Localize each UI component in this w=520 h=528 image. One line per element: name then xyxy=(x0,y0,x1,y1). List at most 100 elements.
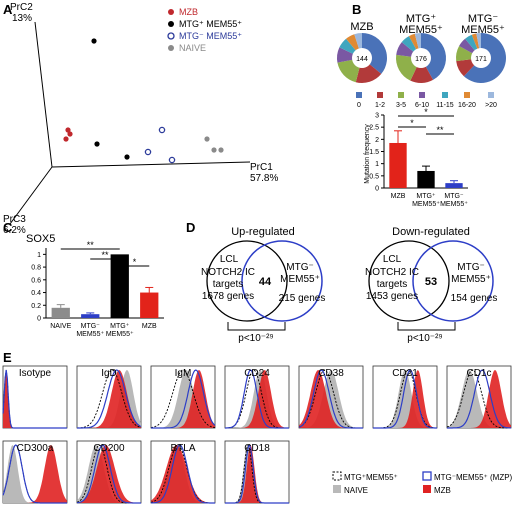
pie-count: 171 xyxy=(475,56,487,63)
point-naive xyxy=(218,147,224,153)
pca-points xyxy=(63,38,224,164)
sig-marker: * xyxy=(424,107,428,117)
pc3-pct: 6.2% xyxy=(3,225,26,236)
y-tick-label: 0 xyxy=(37,316,41,323)
histogram-mtg-pos xyxy=(77,369,142,429)
histogram-mtg-neg xyxy=(225,443,289,504)
histogram-igm: IgM xyxy=(150,365,216,429)
venn-pvalue: p<10⁻²⁹ xyxy=(407,333,442,344)
legend-marker-mtg-pos xyxy=(168,21,174,27)
panel-label-e: E xyxy=(3,350,12,365)
histogram-title: CD38 xyxy=(318,368,344,379)
venn-down-title: Down-regulated xyxy=(392,226,470,238)
venn-mtg-line2: MEM55⁺ xyxy=(451,274,491,285)
histogram-mtg-neg xyxy=(151,369,216,429)
legend-label-mtg-neg: MTG⁻ MEM55⁺ xyxy=(179,31,242,41)
x-tick-label: MEM55⁺ xyxy=(440,201,468,208)
pie-legend: 0 1-2 3-5 6-10 11-15 16-20 >20 xyxy=(356,92,497,109)
x-tick-label: MZB xyxy=(391,193,406,200)
histogram-mzb xyxy=(225,445,289,503)
legend-label-mzb: MZB xyxy=(179,7,198,17)
histogram-title: IgM xyxy=(175,368,192,379)
pie-title-3b: MEM55⁺ xyxy=(461,24,505,36)
legend-marker-mzb xyxy=(168,9,174,15)
point-mtg-pos xyxy=(124,154,130,160)
venn-circle-lcl xyxy=(368,240,450,322)
venn-circle-mtg xyxy=(241,240,323,322)
panel-label-b: B xyxy=(352,2,361,17)
venn-mtg-line2: MEM55⁺ xyxy=(280,274,320,285)
pie-title-3a: MTG⁻ xyxy=(468,13,498,25)
point-mzb xyxy=(67,131,73,137)
histogram-mzb xyxy=(77,445,141,503)
y-tick-label: 0.2 xyxy=(31,303,41,310)
pie-title-1: MZB xyxy=(350,21,373,33)
x-tick-label: MEM55⁺ xyxy=(76,331,104,338)
legend-label: 0 xyxy=(357,102,361,109)
legend-swatch-mzb xyxy=(423,485,431,493)
histogram-frame xyxy=(2,365,68,429)
x-tick-label: MTG⁻ xyxy=(444,193,464,200)
x-tick-label: MTG⁻ xyxy=(81,323,101,330)
venn-lcl-line2: NOTCH2 IC xyxy=(365,267,419,278)
point-mtg-pos xyxy=(91,38,97,44)
panel-label-d: D xyxy=(186,220,195,235)
legend-label: 6-10 xyxy=(415,102,429,109)
histogram-isotype: Isotype xyxy=(2,365,68,429)
histogram-mtg-neg xyxy=(151,444,215,504)
pca-legend: MZB MTG⁺ MEM55⁺ MTG⁻ MEM55⁺ NAIVE xyxy=(167,7,242,53)
histogram-mzb xyxy=(3,370,67,428)
flow-histograms: Isotype IgD IgM CD24 CD38 CD21 CD1c CD300a CD200… xyxy=(2,365,512,504)
point-mtg-neg xyxy=(144,148,152,156)
pie-hole xyxy=(352,48,372,68)
histogram-mtg-neg xyxy=(447,369,511,429)
bar xyxy=(445,183,463,188)
y-tick-label: 1 xyxy=(375,161,379,168)
y-tick-label: 1 xyxy=(37,252,41,259)
x-tick-label: MZB xyxy=(142,323,157,330)
histogram-mtg-neg xyxy=(76,444,141,504)
histogram-cd24: CD24 xyxy=(224,365,290,429)
sig-marker: ** xyxy=(101,250,109,260)
y-tick-label: 2.5 xyxy=(369,125,379,132)
legend-swatch xyxy=(464,92,470,98)
legend-label-naive: NAIVE xyxy=(179,43,206,53)
legend-swatch xyxy=(377,92,383,98)
legend-label: 16-20 xyxy=(458,102,476,109)
x-tick-label: MTG⁺ xyxy=(416,193,436,200)
histogram-title: BTLA xyxy=(170,443,195,454)
histogram-title: CD1c xyxy=(466,368,491,379)
pc3-name: PrC3 xyxy=(3,214,26,225)
venn-up-title: Up-regulated xyxy=(231,226,295,238)
pie-slice xyxy=(421,33,446,80)
venn-lcl-line3: targets xyxy=(377,279,408,290)
point-mtg-neg xyxy=(158,126,166,134)
histogram-mtg-neg xyxy=(225,369,289,429)
sox5-title: SOX5 xyxy=(26,233,55,245)
venn-lcl-line3: targets xyxy=(213,279,244,290)
histogram-cd200: CD200 xyxy=(76,440,142,504)
y-tick-label: 3 xyxy=(375,113,379,120)
venn-down: Down-regulated LCL NOTCH2 IC targets 145… xyxy=(365,226,497,344)
histogram-mtg-neg xyxy=(373,369,437,429)
flow-legend: MTG⁺MEM55⁺ MTG⁻MEM55⁺ (MZP) NAIVE MZB xyxy=(332,471,513,495)
legend-swatch xyxy=(398,92,404,98)
legend-swatch xyxy=(356,92,362,98)
histogram-mtg-neg xyxy=(77,369,142,429)
pc1-pct: 57.8% xyxy=(250,173,278,184)
histogram-mzb xyxy=(3,445,67,503)
histogram-cd300a: CD300a xyxy=(2,440,68,504)
point-naive xyxy=(211,147,217,153)
histogram-mzb xyxy=(77,370,141,428)
venn-mtg-genes: 215 genes xyxy=(279,293,326,304)
bar xyxy=(110,254,129,318)
venn-bracket xyxy=(397,322,456,331)
x-tick-label: MEM55⁺ xyxy=(106,331,134,338)
histogram-title: CD21 xyxy=(392,368,418,379)
legend-swatch-naive xyxy=(333,485,341,493)
legend-swatch xyxy=(488,92,494,98)
histogram-mtg-neg xyxy=(2,444,67,504)
histogram-mtg-pos xyxy=(446,369,511,429)
point-mzb xyxy=(63,136,69,142)
